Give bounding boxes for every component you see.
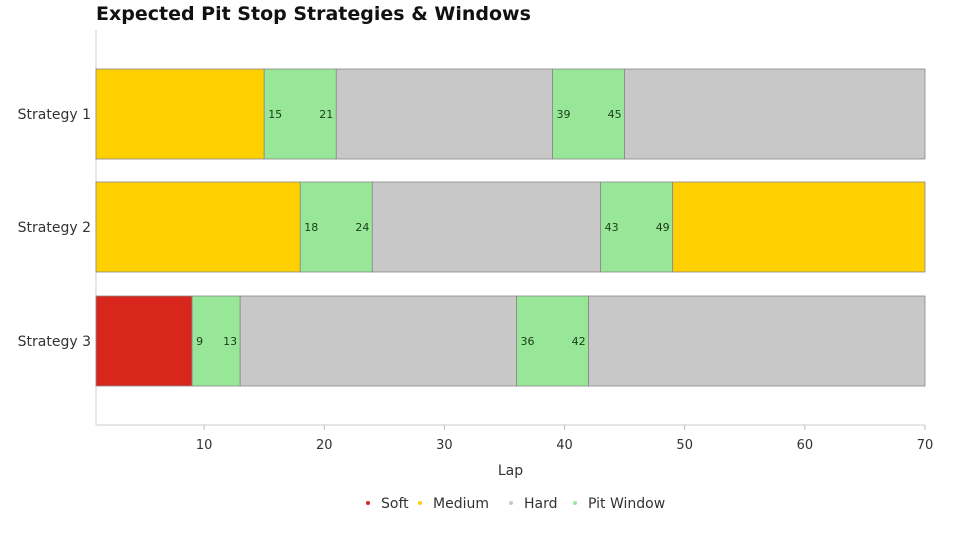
bar-segment-pit-window xyxy=(299,181,373,273)
pit-window-start-label: 36 xyxy=(521,335,535,348)
legend-marker-medium xyxy=(418,501,422,505)
bar-segment-medium xyxy=(95,181,301,273)
pit-window-end-label: 21 xyxy=(319,108,333,121)
category-labels: Strategy 1 Strategy 2 Strategy 3 xyxy=(18,107,91,350)
bar-segment-hard xyxy=(624,68,926,160)
pit-window-start-label: 39 xyxy=(557,108,571,121)
bar-segment-soft xyxy=(95,295,193,387)
x-tick-label: 50 xyxy=(676,438,693,453)
legend-marker-soft xyxy=(366,501,370,505)
x-axis-title: Lap xyxy=(498,463,523,479)
bar-segment-hard xyxy=(588,295,926,387)
pit-window-start-label: 15 xyxy=(268,108,282,121)
chart-title: Expected Pit Stop Strategies & Windows xyxy=(96,3,531,25)
bar-segment-pit-window xyxy=(600,181,674,273)
pit-window-end-label: 13 xyxy=(223,335,237,348)
legend: Soft Medium Hard Pit Window xyxy=(366,496,665,512)
bar-segment-pit-window xyxy=(516,295,589,387)
pit-window-end-label: 24 xyxy=(355,221,369,234)
bars-group: 15 21 39 45 18 24 43 49 9 13 36 42 xyxy=(95,68,926,387)
pit-window-start-label: 9 xyxy=(196,335,203,348)
legend-marker-pit-window xyxy=(573,501,577,505)
category-label: Strategy 1 xyxy=(18,107,91,123)
x-tick-label: 30 xyxy=(436,438,453,453)
bar-segment-hard xyxy=(239,295,517,387)
category-label: Strategy 2 xyxy=(18,220,91,236)
x-tick-label: 10 xyxy=(196,438,213,453)
x-axis-ticks: 10 20 30 40 50 60 70 xyxy=(196,425,933,453)
bar-segment-medium xyxy=(95,68,265,160)
pit-window-end-label: 45 xyxy=(608,108,622,121)
x-tick-label: 60 xyxy=(797,438,814,453)
pit-window-start-label: 43 xyxy=(605,221,619,234)
bar-segment-hard xyxy=(371,181,602,273)
pit-window-start-label: 18 xyxy=(304,221,318,234)
bar-segment-pit-window xyxy=(263,68,337,160)
bar-segment-hard xyxy=(335,68,553,160)
bar-segment-medium xyxy=(672,181,926,273)
bar-segment-pit-window xyxy=(552,68,626,160)
legend-label-soft[interactable]: Soft xyxy=(381,496,409,512)
x-tick-label: 20 xyxy=(316,438,333,453)
legend-marker-hard xyxy=(509,501,513,505)
pit-window-end-label: 49 xyxy=(656,221,670,234)
x-tick-label: 40 xyxy=(556,438,573,453)
legend-label-medium[interactable]: Medium xyxy=(433,496,489,512)
x-tick-label: 70 xyxy=(917,438,934,453)
legend-label-hard[interactable]: Hard xyxy=(524,496,558,512)
legend-label-pit-window[interactable]: Pit Window xyxy=(588,496,665,512)
pit-window-end-label: 42 xyxy=(572,335,586,348)
category-label: Strategy 3 xyxy=(18,334,91,350)
